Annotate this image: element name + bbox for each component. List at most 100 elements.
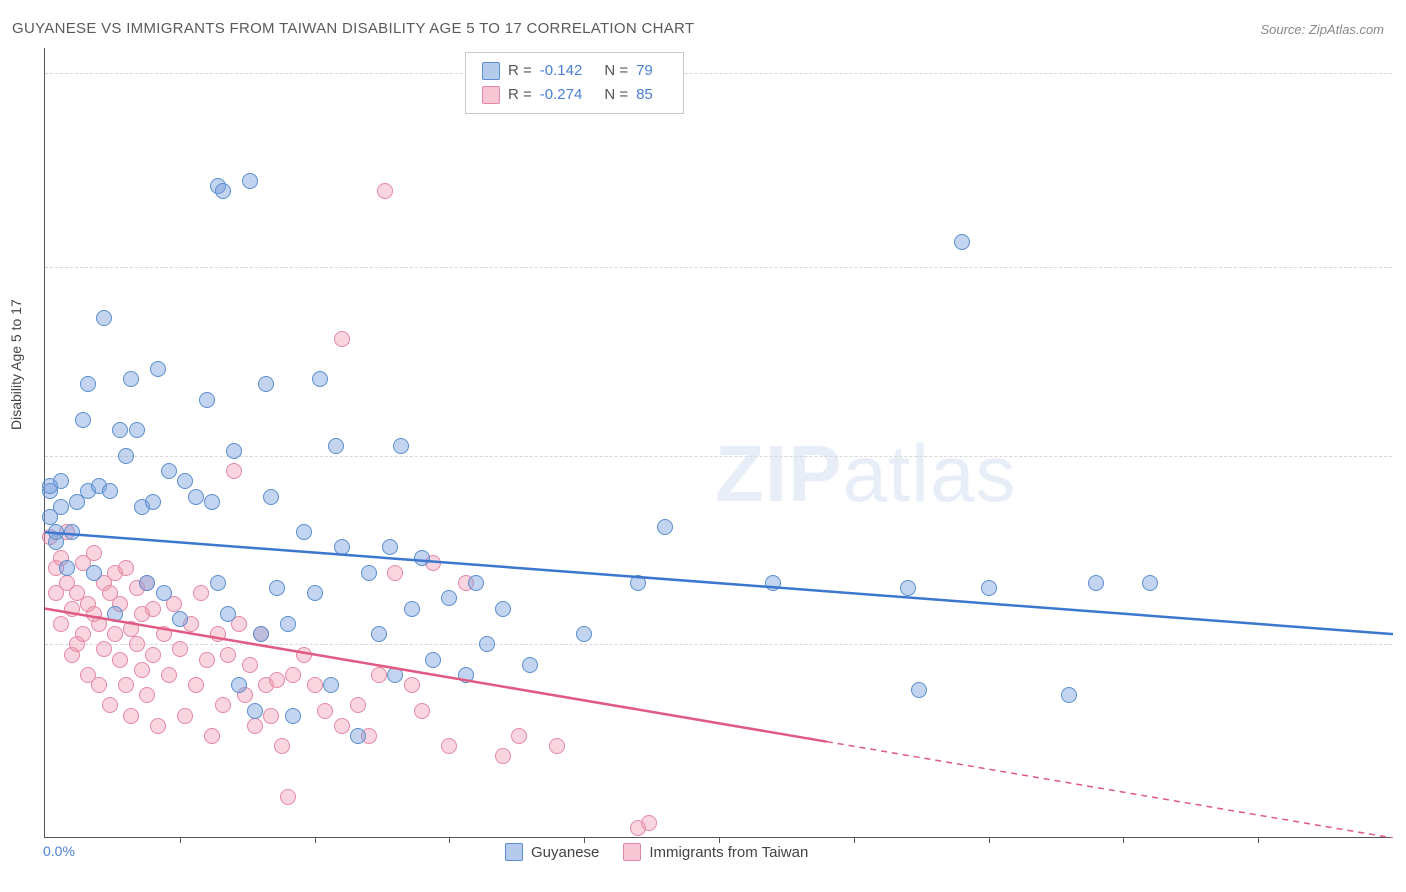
legend-swatch [623,843,641,861]
scatter-point [361,565,377,581]
series-swatch [482,86,500,104]
scatter-point [64,524,80,540]
r-value: -0.142 [540,59,583,83]
n-value: 79 [636,59,653,83]
scatter-point [371,626,387,642]
scatter-point [199,652,215,668]
chart-title: GUYANESE VS IMMIGRANTS FROM TAIWAN DISAB… [12,20,694,37]
scatter-point [96,310,112,326]
scatter-point [269,580,285,596]
scatter-point [404,601,420,617]
scatter-point [285,667,301,683]
scatter-point [549,738,565,754]
scatter-point [188,489,204,505]
scatter-point [118,448,134,464]
scatter-point [393,438,409,454]
scatter-point [511,728,527,744]
scatter-point [1088,575,1104,591]
scatter-point [350,697,366,713]
r-label: R = [508,83,532,107]
scatter-point [285,708,301,724]
legend-label: Guyanese [531,844,599,861]
scatter-point [145,647,161,663]
scatter-point [657,519,673,535]
gridline [45,644,1392,645]
scatter-point [86,565,102,581]
n-value: 85 [636,83,653,107]
scatter-point [495,748,511,764]
scatter-point [522,657,538,673]
scatter-point [296,647,312,663]
scatter-point [334,718,350,734]
scatter-point [350,728,366,744]
scatter-point [129,636,145,652]
gridline [45,73,1392,74]
plot-region: 3.8%7.5%11.2%15.0% [45,48,1392,837]
scatter-point [177,473,193,489]
scatter-point [150,361,166,377]
scatter-point [112,652,128,668]
scatter-point [107,626,123,642]
scatter-point [215,697,231,713]
scatter-point [263,489,279,505]
scatter-point [107,606,123,622]
scatter-point [900,580,916,596]
scatter-point [177,708,193,724]
scatter-point [156,626,172,642]
r-value: -0.274 [540,83,583,107]
legend-swatch [505,843,523,861]
scatter-point [150,718,166,734]
scatter-point [441,590,457,606]
n-label: N = [604,83,628,107]
scatter-point [102,483,118,499]
scatter-point [312,371,328,387]
scatter-point [199,392,215,408]
scatter-point [387,565,403,581]
scatter-point [258,376,274,392]
scatter-point [193,585,209,601]
chart-area: ZIPatlas 3.8%7.5%11.2%15.0% R =-0.142N =… [44,48,1392,838]
x-axis-origin-label: 0.0% [43,843,75,859]
legend-label: Immigrants from Taiwan [649,844,808,861]
scatter-point [75,626,91,642]
scatter-point [102,697,118,713]
x-tick [449,837,450,843]
scatter-point [123,371,139,387]
legend-item: Immigrants from Taiwan [623,843,808,861]
r-label: R = [508,59,532,83]
scatter-point [274,738,290,754]
scatter-point [161,463,177,479]
scatter-point [145,494,161,510]
scatter-point [129,422,145,438]
scatter-point [53,473,69,489]
scatter-point [911,682,927,698]
scatter-point [161,667,177,683]
scatter-point [226,443,242,459]
scatter-point [425,652,441,668]
scatter-point [334,331,350,347]
scatter-point [387,667,403,683]
scatter-point [1142,575,1158,591]
scatter-point [269,672,285,688]
gridline [45,456,1392,457]
scatter-point [91,616,107,632]
scatter-point [371,667,387,683]
scatter-point [576,626,592,642]
scatter-point [981,580,997,596]
scatter-point [204,494,220,510]
scatter-point [479,636,495,652]
scatter-point [145,601,161,617]
scatter-point [75,412,91,428]
scatter-point [630,575,646,591]
scatter-point [118,560,134,576]
scatter-point [48,524,64,540]
x-tick [854,837,855,843]
scatter-point [53,616,69,632]
x-tick [1258,837,1259,843]
source-credit: Source: ZipAtlas.com [1260,22,1384,37]
scatter-point [954,234,970,250]
scatter-point [296,524,312,540]
scatter-point [641,815,657,831]
scatter-point [328,438,344,454]
scatter-point [188,677,204,693]
